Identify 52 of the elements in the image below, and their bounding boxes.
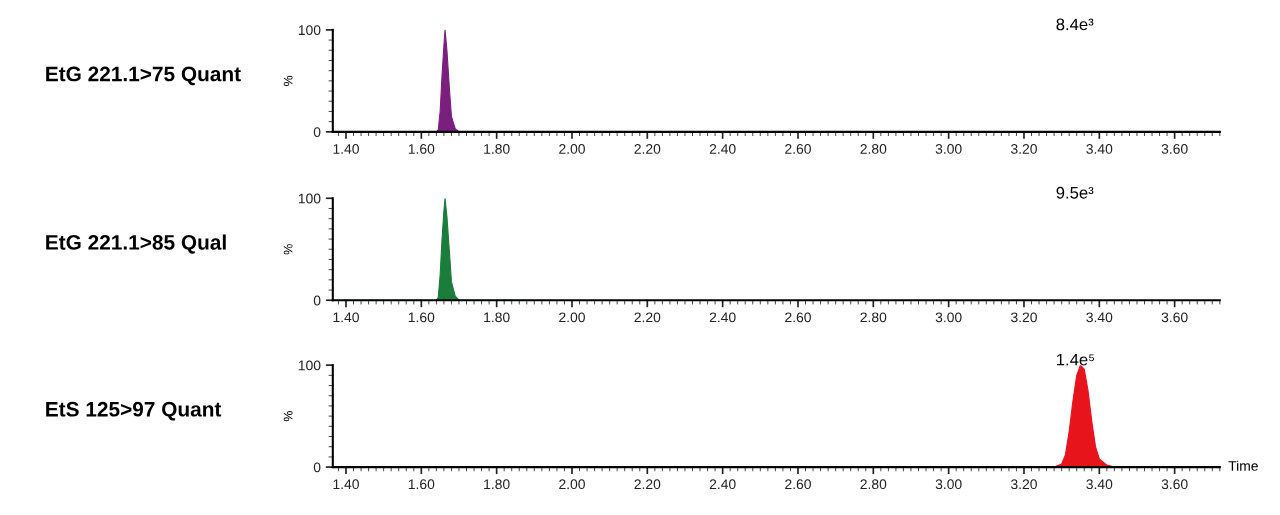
x-tick-label: 1.80 <box>484 312 510 323</box>
x-tick-label: 3.20 <box>1010 144 1037 154</box>
x-tick-label: 3.00 <box>935 312 962 323</box>
x-tick-label: 1.60 <box>408 479 435 490</box>
x-tick-label: 2.80 <box>860 312 887 323</box>
x-tick-label: 3.00 <box>935 479 962 490</box>
annotation: 1.4e⁵ <box>1057 353 1095 366</box>
text: EtG 221.1>75 Quant <box>46 66 241 86</box>
x-tick-label: 2.00 <box>559 144 585 154</box>
x-tick-label: 2.40 <box>709 144 736 154</box>
x-tick-label: 2.60 <box>785 144 811 154</box>
annotation: 9.5e³ <box>1056 186 1094 199</box>
x-tick-label: 2.80 <box>860 144 887 154</box>
x-tick-label: 2.60 <box>785 479 811 490</box>
y-axis-title: % <box>283 411 293 422</box>
x-tick-label: 1.40 <box>333 312 359 323</box>
y-tick-label: 0 <box>313 295 321 306</box>
y-tick-label: 100 <box>298 193 321 204</box>
x-tick-label: 3.40 <box>1086 312 1113 323</box>
x-tick-label: 2.40 <box>709 312 736 323</box>
x-tick-label: 1.60 <box>408 144 435 154</box>
x-tick-label: 3.60 <box>1161 144 1188 154</box>
x-tick-label: 1.80 <box>484 479 510 490</box>
text: EtG 221.1>85 Qual <box>46 234 226 254</box>
x-tick-label: 1.40 <box>333 144 359 154</box>
annotation: 8.4e³ <box>1056 18 1094 31</box>
x-tick-label: 1.40 <box>333 479 359 490</box>
x-tick-label: 3.20 <box>1010 479 1037 490</box>
x-tick-label: 1.80 <box>484 144 510 154</box>
x-tick-label: 2.00 <box>559 312 585 323</box>
x-tick-label: 3.20 <box>1010 312 1037 323</box>
y-tick-label: 0 <box>313 462 321 473</box>
y-axis-title: % <box>283 75 293 86</box>
x-tick-label: 2.00 <box>559 479 585 490</box>
x-tick-label: 3.60 <box>1161 312 1188 323</box>
y-axis-title: % <box>283 244 293 255</box>
x-tick-label: 3.00 <box>935 144 962 154</box>
y-tick-label: 100 <box>298 360 321 371</box>
x-tick-label: 3.40 <box>1086 479 1113 490</box>
x-tick-label: 3.40 <box>1086 144 1113 154</box>
x-tick-label: 2.40 <box>709 479 736 490</box>
y-tick-label: 100 <box>298 25 321 36</box>
x-tick-label: 2.20 <box>634 479 661 490</box>
x-tick-label: 2.20 <box>634 312 661 323</box>
x-tick-label: 2.80 <box>860 479 887 490</box>
x-axis-title: Time <box>1228 460 1258 471</box>
x-tick-label: 2.60 <box>785 312 811 323</box>
x-tick-label: 3.60 <box>1161 479 1188 490</box>
x-tick-label: 2.20 <box>634 144 661 154</box>
y-tick-label: 0 <box>313 127 321 138</box>
text: EtS 125>97 Quant <box>46 401 222 421</box>
x-tick-label: 1.60 <box>408 312 435 323</box>
